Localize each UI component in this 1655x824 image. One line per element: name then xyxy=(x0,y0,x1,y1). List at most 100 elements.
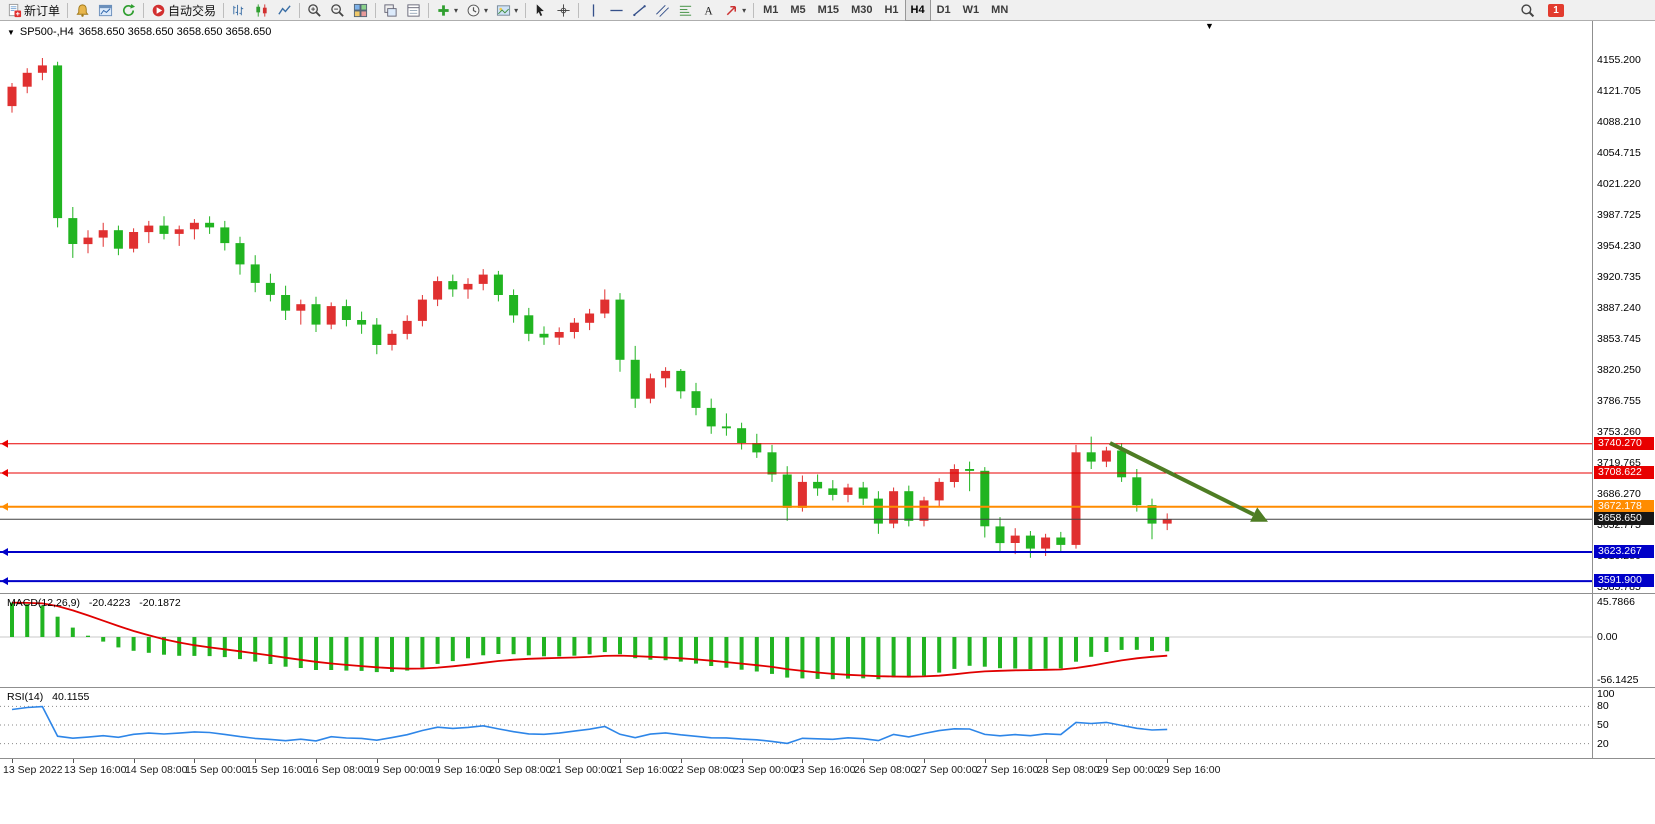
time-label: 29 Sep 16:00 xyxy=(1158,764,1221,776)
line-icon xyxy=(277,3,292,18)
vertical-line-button[interactable] xyxy=(582,0,605,21)
support-line-blue-1[interactable] xyxy=(0,548,1592,556)
toolbar-separator xyxy=(428,2,430,18)
add-indicator-button[interactable]: ▾ xyxy=(432,0,462,21)
zoom-in-button[interactable] xyxy=(303,0,326,21)
time-axis-tick xyxy=(316,759,317,763)
macd-tick: -56.1425 xyxy=(1597,674,1639,686)
notification-badge[interactable]: 1 xyxy=(1548,3,1564,17)
new-order-button[interactable]: 新订单 xyxy=(3,0,64,21)
template-icon xyxy=(496,3,511,18)
timeframe-h4-button[interactable]: H4 xyxy=(904,0,931,21)
time-axis-tick xyxy=(498,759,499,763)
timeframe-m15-button[interactable]: M15 xyxy=(817,4,840,16)
main-chart-panel[interactable]: ▼ SP500-,H4 3658.650 3658.650 3658.650 3… xyxy=(0,21,1655,593)
time-label: 14 Sep 08:00 xyxy=(125,764,188,776)
trendline-button[interactable] xyxy=(628,0,651,21)
time-label: 23 Sep 16:00 xyxy=(793,764,856,776)
time-label: 23 Sep 00:00 xyxy=(733,764,796,776)
tile-windows-button[interactable] xyxy=(349,0,372,21)
resistance-line-1-badge: 3740.270 xyxy=(1594,437,1654,450)
price-tick: 3987.725 xyxy=(1597,209,1641,221)
time-axis-tick xyxy=(255,759,256,763)
time-axis-tick xyxy=(985,759,986,763)
channel-button[interactable] xyxy=(651,0,674,21)
chart-window-button[interactable] xyxy=(94,0,117,21)
cursor-button[interactable] xyxy=(529,0,552,21)
svg-text:A: A xyxy=(705,5,714,17)
fibonacci-button[interactable] xyxy=(674,0,697,21)
time-axis-tick xyxy=(73,759,74,763)
arrow-tool-icon xyxy=(724,3,739,18)
rsi-line xyxy=(11,705,1168,745)
alert-button[interactable] xyxy=(71,0,94,21)
time-axis-tick xyxy=(681,759,682,763)
time-label: 19 Sep 00:00 xyxy=(368,764,431,776)
crosshair-icon xyxy=(556,3,571,18)
resistance-line-1[interactable] xyxy=(0,439,1592,448)
arrows-tool-button[interactable]: ▾ xyxy=(720,0,750,21)
candlestick-button[interactable] xyxy=(250,0,273,21)
clock-icon xyxy=(466,3,481,18)
rsi-panel[interactable]: RSI(14) 40.1155 100 80 50 20 xyxy=(0,687,1655,759)
timeframe-h1-button[interactable]: H1 xyxy=(884,4,899,16)
resistance-line-2[interactable] xyxy=(0,469,1592,477)
zoom-out-button[interactable] xyxy=(326,0,349,21)
price-tick: 3954.230 xyxy=(1597,240,1641,252)
rsi-tick: 50 xyxy=(1597,719,1609,731)
auto-trading-button-label: 自动交易 xyxy=(168,3,217,18)
support-line-orange[interactable] xyxy=(0,502,1592,511)
chart-menu-icon[interactable]: ▼ xyxy=(7,27,15,37)
toolbar-separator xyxy=(299,2,301,18)
time-axis-tick xyxy=(559,759,560,763)
refresh-button[interactable] xyxy=(117,0,140,21)
timeframe-d1-button[interactable]: D1 xyxy=(936,4,951,16)
resistance-line-2-badge: 3708.622 xyxy=(1594,466,1654,479)
timeframe-m1-button[interactable]: M1 xyxy=(763,4,779,16)
current-price-line-badge: 3658.650 xyxy=(1594,512,1654,525)
search-button[interactable] xyxy=(1516,0,1539,21)
support-line-blue-2-badge: 3591.900 xyxy=(1594,574,1654,587)
candlestick-chart xyxy=(0,58,1592,586)
time-label: 15 Sep 16:00 xyxy=(246,764,309,776)
template-button[interactable]: ▾ xyxy=(492,0,522,21)
price-tick: 3820.250 xyxy=(1597,364,1641,376)
chart-area: ▼ SP500-,H4 3658.650 3658.650 3658.650 3… xyxy=(0,21,1655,824)
main-toolbar: 新订单 自动交易 ▾ ▾ ▾ A ▾ M1 M5 M15 M30 H1 H4 D1 W1 MN 1 xyxy=(0,0,1655,21)
crosshair-button[interactable] xyxy=(552,0,575,21)
line-chart-button[interactable] xyxy=(273,0,296,21)
text-tool-button[interactable]: A xyxy=(697,0,720,21)
price-tick: 3686.270 xyxy=(1597,488,1641,500)
toolbar-separator xyxy=(375,2,377,18)
timeframe-mn-button[interactable]: MN xyxy=(991,4,1009,16)
trendline-icon xyxy=(632,3,647,18)
dropdown-caret-icon: ▾ xyxy=(514,5,519,15)
price-tick: 3887.240 xyxy=(1597,302,1641,314)
time-axis-tick xyxy=(134,759,135,763)
chart-window-icon xyxy=(98,3,113,18)
time-axis-tick xyxy=(863,759,864,763)
timeframe-m5-button[interactable]: M5 xyxy=(790,4,806,16)
period-button[interactable]: ▾ xyxy=(462,0,492,21)
candles-icon xyxy=(254,3,269,18)
macd-panel[interactable]: MACD(12,26,9) -20.4223 -20.1872 45.7866 0… xyxy=(0,593,1655,688)
chart-shift-marker-icon[interactable]: ▼ xyxy=(1205,21,1214,31)
price-tick: 3853.745 xyxy=(1597,333,1641,345)
chart-title: ▼ SP500-,H4 3658.650 3658.650 3658.650 3… xyxy=(7,26,271,38)
data-window-button[interactable] xyxy=(402,0,425,21)
rsi-axis: 100 80 50 20 xyxy=(1592,688,1655,759)
support-line-blue-2[interactable] xyxy=(0,577,1592,586)
bar-chart-button[interactable] xyxy=(227,0,250,21)
time-axis[interactable]: 13 Sep 2022 13 Sep 16:00 14 Sep 08:00 15 Se… xyxy=(0,758,1655,824)
time-label: 27 Sep 00:00 xyxy=(915,764,978,776)
horizontal-line-button[interactable] xyxy=(605,0,628,21)
cascade-windows-button[interactable] xyxy=(379,0,402,21)
trend-arrow[interactable] xyxy=(1109,441,1268,522)
chart-ohlc-values: 3658.650 3658.650 3658.650 3658.650 xyxy=(78,26,272,38)
timeframe-w1-button[interactable]: W1 xyxy=(962,4,980,16)
toolbar-separator xyxy=(753,2,755,18)
auto-trading-button[interactable]: 自动交易 xyxy=(147,0,220,21)
rsi-tick: 100 xyxy=(1597,688,1615,700)
macd-params: (12,26,9) xyxy=(37,597,80,609)
timeframe-m30-button[interactable]: M30 xyxy=(851,4,873,16)
